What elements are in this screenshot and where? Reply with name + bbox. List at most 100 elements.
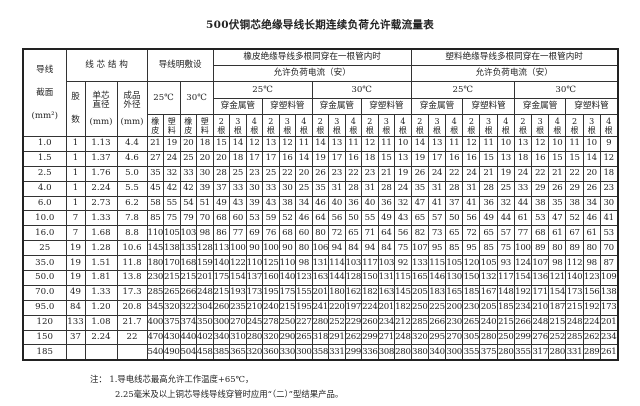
header-open-30-rubber-text: 皮: [184, 125, 193, 135]
note-2: 2.25毫米及以上铜芯导线导线穿管时应用“（二）”型结果产品。: [115, 389, 344, 399]
cell-rubber-current: 37: [212, 180, 231, 197]
cell-core-diameter: 1.13: [84, 136, 118, 152]
header-count-n3-text: 3: [589, 116, 595, 126]
header-count-n2-text: 2: [571, 116, 578, 126]
cell-rubber-current: 16: [344, 150, 363, 167]
cell-plastic-current: 25: [496, 180, 515, 197]
cell-open-current: 400: [146, 314, 165, 331]
cell-plastic-current: 250: [496, 329, 515, 346]
cell-rubber-current: 210: [245, 299, 264, 316]
cell-plastic-current: 165: [410, 270, 429, 286]
header-count-n2-text: 2: [468, 116, 474, 126]
cell-rubber-current: 11: [377, 136, 396, 152]
cell-plastic-current: 248: [565, 314, 584, 331]
cell-open-current: 215: [179, 270, 198, 286]
cell-plastic-current: 250: [410, 299, 429, 316]
cell-plastic-current: 24: [427, 165, 447, 182]
cell-plastic-current: 82: [410, 225, 429, 242]
header-open-25: 25℃: [146, 81, 181, 115]
cell-plastic-current: 10: [548, 136, 567, 152]
cell-core-diameter: 1.51: [84, 255, 118, 272]
cell-rubber-current: 43: [229, 195, 247, 212]
header-rubber-30-plastic-pipe: 穿塑料管: [361, 98, 412, 115]
cell-plastic-current: 124: [513, 255, 533, 272]
header-rubber-25: 25℃: [212, 81, 313, 99]
cell-plastic-current: 53: [531, 210, 550, 227]
cell-outer-diameter: 10.6: [116, 240, 148, 257]
cell-rubber-current: 23: [245, 165, 264, 182]
cell-rubber-current: 68: [212, 210, 231, 227]
cell-rubber-current: 201: [311, 284, 330, 301]
cell-rubber-current: 17: [245, 150, 264, 167]
cell-rubber-current: 360: [262, 344, 280, 361]
cell-rubber-current: 46: [295, 210, 313, 227]
header-strands: 股 数: [65, 81, 86, 137]
cell-rubber-current: 299: [344, 344, 363, 361]
cell-rubber-current: 385: [212, 344, 231, 361]
cell-rubber-current: 331: [328, 344, 346, 361]
cell-open-current: 85: [146, 210, 165, 227]
cell-strands: 1: [65, 136, 86, 152]
cell-rubber-current: 336: [361, 344, 379, 361]
notes: 注： 1.导电线芯最高允许工作温度+65℃， 2.25毫米及以上铜芯导线导线穿管…: [90, 372, 343, 402]
cell-open-current: 458: [196, 344, 214, 361]
cell-core-diameter: 2.73: [84, 195, 118, 212]
cell-plastic-current: 50: [445, 210, 464, 227]
cell-rubber-current: 128: [344, 270, 363, 286]
notes-label: 注：: [90, 374, 107, 384]
table-row: 16.0 7 1.68 8.8 110 105 103 98 86 77 69 76 68 60 80 72 6…: [22, 225, 619, 242]
cell-rubber-current: 252: [328, 314, 346, 331]
cell-rubber-current: 240: [262, 299, 280, 316]
cell-plastic-current: 16: [445, 150, 464, 167]
cell-rubber-current: 320: [245, 344, 264, 361]
header-count-n4-text: 4: [451, 116, 457, 126]
cell-plastic-current: 20: [582, 165, 601, 182]
cell-plastic-current: 19: [410, 150, 429, 167]
cell-open-current: 402: [196, 329, 214, 346]
cell-plastic-current: 173: [565, 284, 584, 301]
cell-plastic-current: 171: [531, 284, 550, 301]
cell-rubber-current: 162: [344, 284, 363, 301]
header-count-n4-text: 根: [349, 125, 358, 135]
cell-plastic-current: 305: [462, 329, 481, 346]
header-core-structure: 线 芯 结 构: [65, 48, 148, 82]
header-count-n2-text: 根: [217, 125, 226, 135]
header-count-n2-text: 2: [520, 116, 526, 126]
cell-plastic-current: 24: [513, 165, 533, 182]
cell-rubber-current: 278: [262, 314, 280, 331]
cell-rubber-current: 227: [295, 314, 313, 331]
cell-plastic-current: 100: [513, 240, 533, 257]
cell-rubber-current: 300: [212, 314, 231, 331]
cell-plastic-current: 12: [531, 136, 550, 152]
cell-open-current: 320: [163, 299, 181, 316]
table-row: 120 133 1.08 21.7 400 375 374 350 300 270 245 278 25…: [22, 314, 619, 331]
cell-rubber-current: 22: [344, 165, 363, 182]
cell-plastic-current: 317: [531, 344, 550, 361]
cell-plastic-current: 85: [479, 240, 498, 257]
cell-plastic-current: 46: [582, 210, 601, 227]
cell-rubber-current: 299: [361, 329, 379, 346]
cell-plastic-current: 23: [599, 180, 619, 197]
header-plastic-current: 允许负荷电流（安）: [410, 65, 619, 82]
cell-plastic-current: 210: [531, 299, 550, 316]
cell-rubber-current: 271: [377, 329, 396, 346]
header-count-n3-text: 3: [334, 116, 340, 126]
cell-rubber-current: 56: [394, 225, 412, 242]
cell-plastic-current: 355: [462, 344, 481, 361]
cell-rubber-current: 49: [377, 210, 396, 227]
cell-rubber-current: 36: [344, 195, 363, 212]
cell-plastic-current: 16: [531, 150, 550, 167]
cell-plastic-current: 57: [496, 225, 515, 242]
cell-section: 4.0: [22, 180, 67, 197]
cell-section: 1.0: [22, 136, 67, 152]
cell-rubber-current: 241: [311, 299, 330, 316]
header-count-n4-text: 根: [501, 125, 510, 135]
cell-rubber-current: 11: [295, 136, 313, 152]
